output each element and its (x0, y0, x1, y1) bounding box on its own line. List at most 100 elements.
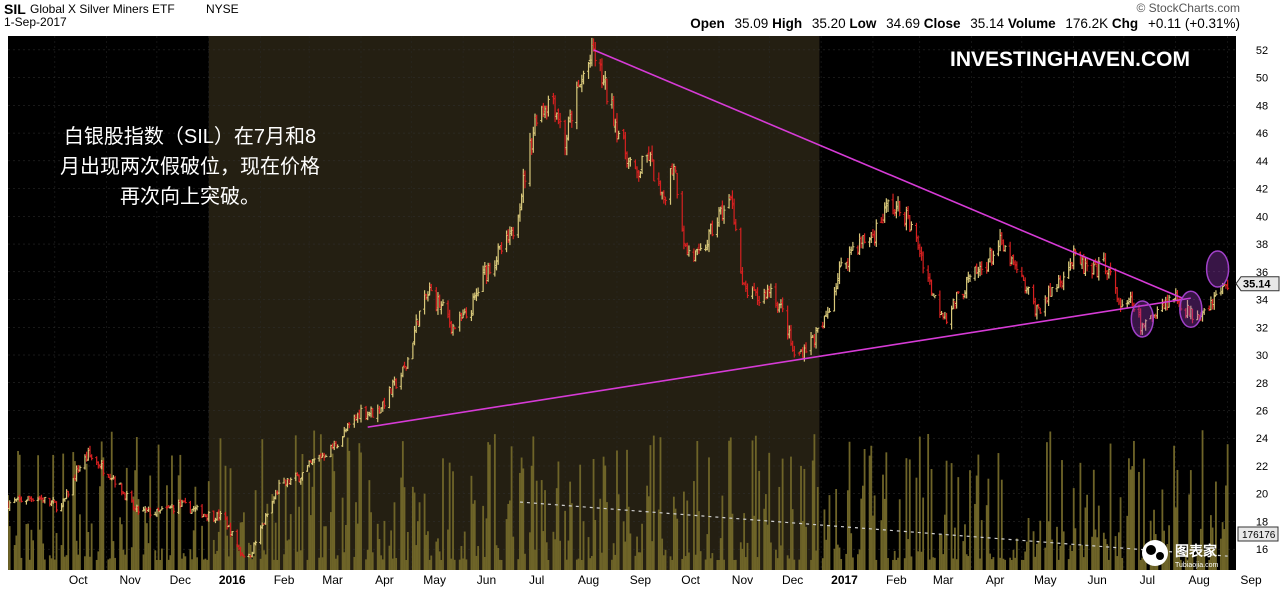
volume-bar (587, 537, 590, 570)
volume-bar (1178, 546, 1181, 570)
volume-bar (1044, 547, 1047, 570)
volume-bar (319, 434, 322, 570)
volume-bar (639, 552, 642, 570)
volume-bar (1079, 462, 1082, 570)
price-bar (675, 172, 679, 199)
price-bar (593, 41, 597, 67)
volume-bar (552, 531, 555, 570)
volume-bar (594, 520, 597, 570)
volume-bar (1225, 485, 1227, 570)
volume-bar (751, 440, 754, 570)
volume-bar (231, 536, 234, 570)
volume-bar (453, 559, 456, 570)
volume-bar (570, 503, 573, 570)
volume-bar (253, 556, 255, 570)
volume-bar (95, 559, 98, 570)
volume-bar (575, 559, 578, 570)
volume-bar (564, 510, 567, 570)
volume-bar (662, 555, 665, 570)
volume-bar (545, 542, 548, 570)
volume-bar (744, 557, 747, 570)
volume-bar (604, 465, 607, 570)
volume-bars (7, 430, 1229, 570)
volume-bar (895, 559, 898, 570)
volume-bar (805, 526, 807, 570)
volume-bar (18, 454, 21, 570)
volume-bar (1176, 469, 1179, 570)
volume-bar (840, 559, 843, 570)
volume-bar (980, 520, 983, 570)
volume-bar (145, 523, 148, 570)
volume-bar (592, 458, 595, 570)
price-bar (1020, 267, 1024, 278)
volume-bar (144, 512, 147, 570)
price-bar (476, 287, 480, 297)
volume-bar (505, 519, 508, 570)
volume-bar (657, 509, 660, 570)
volume-bar (309, 515, 312, 570)
volume-bar (910, 556, 913, 570)
price-bar (827, 308, 831, 313)
volume-bar (99, 486, 101, 570)
price-bar (1050, 286, 1054, 297)
volume-bar (905, 458, 908, 570)
volume-bar (15, 535, 18, 570)
price-bar (740, 267, 744, 286)
last-price-value: 35.14 (1243, 279, 1271, 291)
price-axis: 16 18 20 22 24 26 28 30 32 34 36 38 40 42 44 46 48 50 52 (1256, 45, 1268, 556)
volume-bar (614, 554, 617, 570)
volume-bar (1161, 489, 1164, 570)
volume-bar (880, 520, 883, 570)
price-bar (1202, 308, 1206, 315)
volume-bar (764, 494, 767, 570)
volume-bar (207, 481, 210, 570)
volume-bar (274, 522, 277, 570)
volume-bar (793, 559, 796, 570)
volume-bar (430, 555, 433, 570)
volume-bar (40, 499, 43, 570)
volume-bar (251, 559, 254, 570)
volume-bar (1046, 442, 1048, 570)
volume-bar (1061, 460, 1063, 570)
price-bar (931, 293, 935, 296)
volume-bar (1223, 529, 1226, 570)
volume-bar (746, 542, 749, 570)
volume-bar (1208, 559, 1211, 570)
volume-bar (1039, 520, 1042, 570)
price-bar (804, 342, 808, 354)
volume-bar (716, 559, 719, 570)
volume-bar (602, 456, 605, 570)
volume-bar (85, 463, 88, 570)
price-tick-28: 28 (1256, 378, 1268, 390)
volume-bar (845, 553, 848, 570)
volume-bar (698, 511, 700, 570)
volume-bar (999, 557, 1002, 570)
volume-bar (917, 551, 920, 570)
price-bar (406, 357, 410, 369)
time-tick-aug: Aug (1189, 573, 1210, 587)
volume-bar (676, 518, 679, 570)
volume-bar (530, 465, 533, 570)
price-bar (488, 262, 492, 275)
volume-bar (27, 523, 29, 570)
volume-bar (520, 457, 523, 570)
volume-bar (67, 500, 70, 570)
volume-bar (97, 551, 100, 570)
watermark-investinghaven: INVESTINGHAVEN.COM (950, 48, 1190, 71)
volume-bar (219, 438, 222, 570)
price-bar (956, 291, 960, 294)
volume-bar (694, 554, 697, 570)
volume-bar (167, 559, 170, 570)
volume-bar (908, 459, 911, 570)
trendline-1 (593, 49, 1183, 299)
volume-bar (242, 512, 245, 570)
price-bar (218, 510, 222, 521)
price-bar (336, 444, 340, 449)
volume-bar (1004, 559, 1007, 570)
volume-bar (184, 556, 187, 570)
volume-bar (1109, 443, 1112, 570)
volume-bar (60, 545, 63, 570)
volume-bar (415, 545, 418, 570)
volume-bar (177, 475, 180, 570)
volume-bar (838, 547, 841, 570)
